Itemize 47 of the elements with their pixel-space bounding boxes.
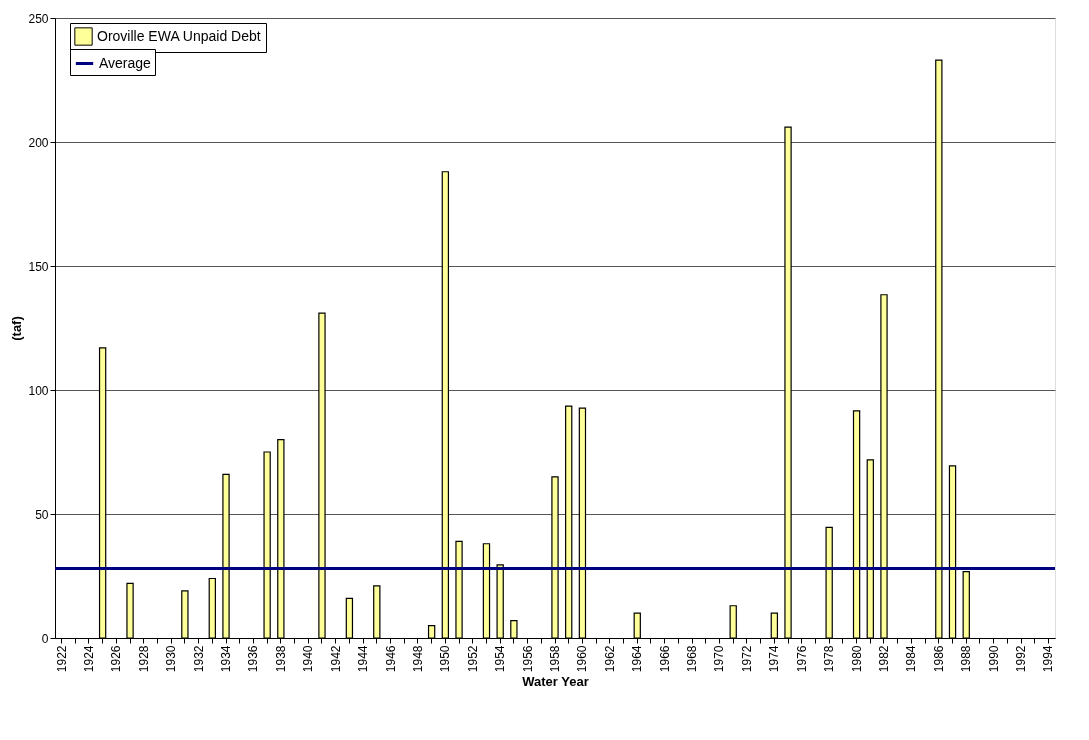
y-tick-label: 50 — [35, 507, 49, 522]
x-axis-title: Water Year — [522, 674, 589, 690]
x-tick-label: 1972 — [739, 645, 754, 673]
x-tick-label: 1926 — [109, 645, 124, 673]
x-tick-label: 1948 — [410, 645, 425, 673]
x-tick-label: 1956 — [520, 645, 535, 673]
x-tick-label: 1988 — [959, 645, 974, 673]
x-tick-label: 1964 — [630, 645, 645, 673]
x-tick-label: 1934 — [219, 645, 234, 673]
x-tick-label: 1928 — [136, 645, 151, 673]
y-tick-label: 0 — [41, 631, 49, 646]
x-tick-label: 1938 — [273, 645, 288, 673]
y-tick-label: 100 — [28, 383, 49, 398]
x-tick-label: 1942 — [328, 645, 343, 673]
x-tick-label: 1954 — [493, 645, 508, 673]
x-tick-label: 1976 — [794, 645, 809, 673]
x-tick-label: 1944 — [356, 645, 371, 673]
x-tick-label: 1936 — [246, 645, 261, 673]
x-tick-label: 1962 — [602, 645, 617, 673]
x-tick-label: 1950 — [438, 645, 453, 673]
x-tick-label: 1952 — [465, 645, 480, 673]
x-tick-label: 1932 — [191, 645, 206, 673]
x-tick-label: 1994 — [1041, 645, 1056, 673]
x-tick-label: 1968 — [685, 645, 700, 673]
x-tick-label: 1922 — [54, 645, 69, 673]
y-tick-label: 250 — [28, 11, 49, 26]
y-tick-label: 150 — [28, 259, 49, 274]
x-tick-label: 1986 — [931, 645, 946, 673]
x-tick-label: 1984 — [904, 645, 919, 673]
x-tick-label: 1992 — [1014, 645, 1029, 673]
x-tick-label: 1974 — [767, 645, 782, 673]
x-tick-label: 1960 — [575, 645, 590, 673]
legend-label: Oroville EWA Unpaid Debt — [97, 27, 261, 44]
x-tick-label: 1958 — [548, 645, 562, 673]
x-tick-label: 1930 — [164, 645, 179, 673]
y-tick-label: 200 — [28, 135, 49, 150]
x-tick-label: 1980 — [849, 645, 864, 673]
x-tick-label: 1946 — [383, 645, 398, 673]
x-tick-label: 1924 — [81, 645, 96, 673]
x-tick-label: 1982 — [876, 645, 891, 673]
legend-label: Average — [99, 54, 152, 71]
x-tick-label: 1970 — [712, 645, 727, 673]
x-tick-label: 1966 — [657, 645, 672, 673]
y-axis-title: (taf) — [9, 316, 25, 341]
x-tick-label: 1978 — [822, 645, 837, 673]
x-tick-label: 1940 — [301, 645, 316, 673]
x-tick-label: 1990 — [986, 645, 1001, 673]
